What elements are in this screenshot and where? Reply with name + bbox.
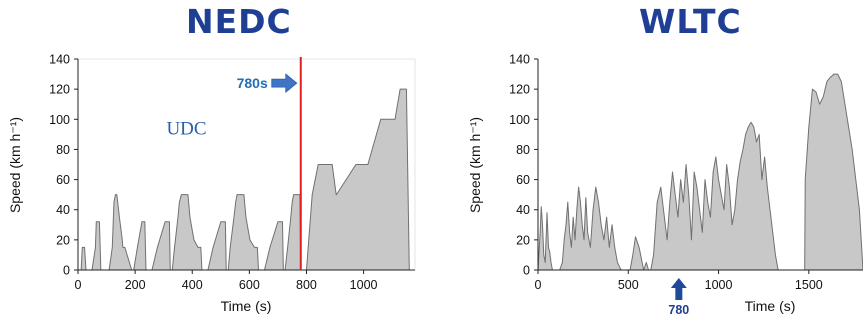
speed-area-series — [77, 88, 410, 271]
x-tick-label: 1000 — [705, 278, 733, 292]
wltc-chart: 0 20 40 60 80 100 120 140 0 500 1000 1500 Time (s) Sp… — [467, 53, 863, 317]
y-tick-label: 120 — [509, 83, 530, 97]
y-tick-label: 140 — [49, 53, 70, 67]
y-tick-label: 40 — [516, 203, 530, 217]
x-axis-label: Time (s) — [221, 298, 272, 314]
y-tick-label: 60 — [516, 173, 530, 187]
y-axis-label: Speed (km h⁻¹) — [467, 117, 483, 213]
nedc-title: NEDC — [186, 2, 292, 41]
x-tick-label: 200 — [125, 278, 146, 292]
cycle-annotation-label: UDC — [166, 118, 206, 139]
y-tick-label: 60 — [56, 173, 70, 187]
x-tick-label: 1500 — [795, 278, 823, 292]
y-tick-label: 0 — [63, 264, 70, 278]
y-tick-label: 140 — [509, 53, 530, 67]
y-tick-label: 20 — [516, 233, 530, 247]
x-tick-label: 0 — [535, 278, 542, 292]
x-tick-label: 600 — [239, 278, 260, 292]
y-tick-label: 20 — [56, 233, 70, 247]
y-tick-label: 40 — [56, 203, 70, 217]
speed-area-series — [537, 73, 863, 271]
time-annotation-label: 780 — [668, 303, 689, 317]
right-arrow-icon — [271, 73, 298, 93]
y-axis-label: Speed (km h⁻¹) — [7, 117, 23, 213]
x-tick-label: 1000 — [350, 278, 378, 292]
nedc-chart: 0 20 40 60 80 100 120 140 0 200 400 600 800 1000 Time … — [7, 53, 416, 314]
time-annotation-label: 780s — [237, 75, 268, 91]
wltc-title: WLTC — [639, 2, 742, 41]
y-tick-label: 0 — [523, 264, 530, 278]
x-tick-label: 400 — [182, 278, 203, 292]
x-tick-label: 0 — [75, 278, 82, 292]
y-tick-label: 80 — [516, 143, 530, 157]
x-tick-label: 800 — [296, 278, 317, 292]
y-tick-label: 100 — [509, 113, 530, 127]
x-tick-label: 500 — [618, 278, 639, 292]
y-tick-label: 100 — [49, 113, 70, 127]
y-tick-label: 80 — [56, 143, 70, 157]
up-arrow-icon — [670, 278, 687, 300]
y-tick-label: 120 — [49, 83, 70, 97]
x-axis-label: Time (s) — [745, 298, 796, 314]
